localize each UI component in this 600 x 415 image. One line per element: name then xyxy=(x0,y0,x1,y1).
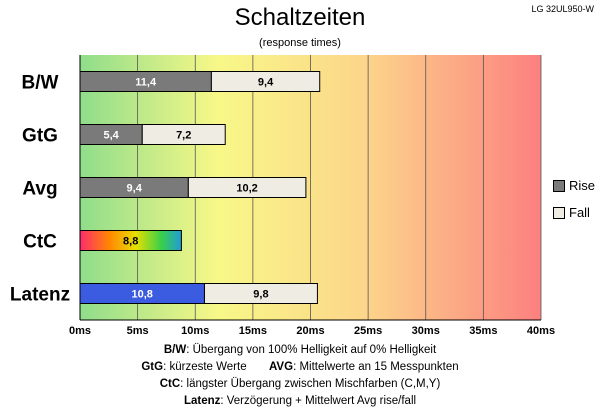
bar-fall xyxy=(141,124,226,145)
x-tick-label: 25ms xyxy=(354,325,382,337)
bar-fall-label: 9,8 xyxy=(253,289,268,301)
bar-fall-label: 9,4 xyxy=(258,77,274,89)
chart-title: Schaltzeiten xyxy=(234,4,366,31)
bar-rise-label: 10,8 xyxy=(132,289,153,301)
category-label: Latenz xyxy=(10,285,70,306)
bar-rise-label: 5,4 xyxy=(103,130,119,142)
bar-rise-label: 11,4 xyxy=(135,77,157,89)
bar-fall xyxy=(203,283,318,304)
bar-rise-label: 9,4 xyxy=(127,183,143,195)
bar-fall xyxy=(187,177,307,198)
legend-item-fall: Fall xyxy=(553,205,590,220)
footnote-bw: B/W: Übergang von 100% Helligkeit auf 0%… xyxy=(163,344,437,356)
footnote-latenz: Latenz: Verzögerung + Mittelwert Avg ris… xyxy=(183,395,417,407)
category-label: GtG xyxy=(22,126,58,147)
bar-rise xyxy=(79,230,182,251)
response-time-chart: 0ms 5ms 10ms 15ms 20ms 25ms 30ms 35ms 40ms B/W 11,… xyxy=(10,55,555,337)
bar-fall xyxy=(210,71,321,92)
category-label: CtC xyxy=(23,232,57,253)
x-tick-label: 0ms xyxy=(69,325,91,337)
bar-fall-label: 7,2 xyxy=(176,130,191,142)
bar-fall-label: 10,2 xyxy=(236,183,257,195)
footnote-gtg-avg: GtG: kürzeste Werte AVG: Mittelwerte an … xyxy=(141,361,459,373)
x-tick-label: 40ms xyxy=(527,325,555,337)
x-tick-label: 5ms xyxy=(127,325,149,337)
category-label: Avg xyxy=(22,179,57,200)
x-tick-label: 10ms xyxy=(181,325,209,337)
legend-label-rise: Rise xyxy=(569,178,596,193)
bar-rise-label: 8,8 xyxy=(123,236,138,248)
x-tick-label: 30ms xyxy=(412,325,440,337)
category-label: B/W xyxy=(22,73,59,94)
x-tick-label: 35ms xyxy=(469,325,497,337)
x-tick-label: 20ms xyxy=(296,325,324,337)
legend-swatch-fall xyxy=(553,206,565,219)
footnotes: B/W: Übergang von 100% Helligkeit auf 0%… xyxy=(0,342,600,410)
x-tick-label: 15ms xyxy=(239,325,267,337)
legend-item-rise: Rise xyxy=(553,178,595,193)
legend-swatch-rise xyxy=(553,179,565,192)
legend-label-fall: Fall xyxy=(569,205,590,220)
footnote-ctc: CtC: längster Übergang zwischen Mischfar… xyxy=(159,378,441,390)
chart-subtitle: (response times) xyxy=(259,37,341,49)
monitor-model-label: LG 32UL950-W xyxy=(531,4,594,14)
